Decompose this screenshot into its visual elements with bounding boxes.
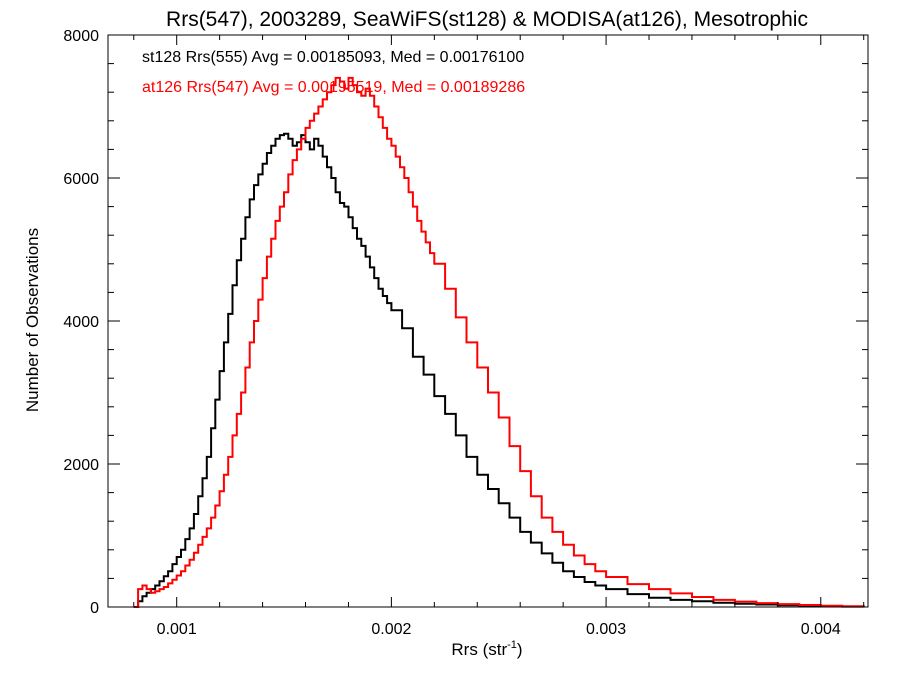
y-tick-label: 6000 <box>63 171 99 188</box>
chart-title: Rrs(547), 2003289, SeaWiFS(st128) & MODI… <box>166 8 808 31</box>
x-tick-label: 0.002 <box>371 621 411 638</box>
series-line-at126 <box>133 76 865 608</box>
plot-frame <box>107 34 869 608</box>
x-axis-label-superscript: -1 <box>507 639 517 651</box>
y-axis-label: Number of Observations <box>23 228 42 412</box>
x-tick-label: 0.003 <box>586 621 626 638</box>
plot-area: 0.001 0.002 0.003 0.004 0 2000 4000 6000 8000 <box>63 28 869 638</box>
y-tick-label: 4000 <box>63 314 99 331</box>
x-axis-label-close: ) <box>517 640 523 659</box>
x-tick-label: 0.001 <box>157 621 197 638</box>
y-tick-label: 2000 <box>63 457 99 474</box>
legend-entry-black: st128 Rrs(555) Avg = 0.00185093, Med = 0… <box>142 49 524 66</box>
legend-entry-red: at126 Rrs(547) Avg = 0.00195519, Med = 0… <box>142 79 525 96</box>
series-line-st128 <box>133 132 865 608</box>
x-axis-label-main: Rrs (str <box>451 640 507 659</box>
y-tick-label: 0 <box>90 600 99 617</box>
x-tick-label: 0.004 <box>801 621 841 638</box>
y-tick-label: 8000 <box>63 28 99 45</box>
x-axis-label: Rrs (str-1) <box>451 639 522 659</box>
